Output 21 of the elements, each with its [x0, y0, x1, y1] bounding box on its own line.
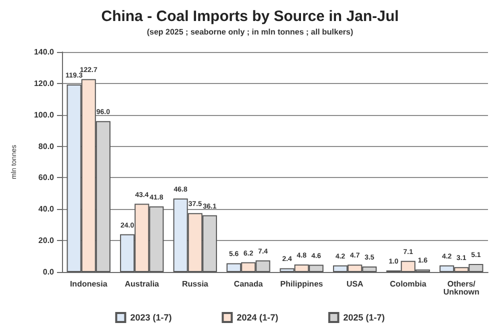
x-tick-label: Canada	[234, 280, 264, 288]
legend-label: 2024 (1-7)	[236, 312, 278, 322]
y-tick-label: 120.0	[34, 78, 55, 88]
x-tick-label: Russia	[182, 280, 209, 288]
chart-title: China - Coal Imports by Source in Jan-Jul	[101, 8, 399, 25]
y-tick-label: 40.0	[38, 204, 55, 214]
y-tick-label: 60.0	[38, 173, 55, 182]
legend-label: 2025 (1-7)	[343, 312, 385, 322]
x-tick-label: Philippines	[280, 280, 324, 288]
y-tick-label: 140.0	[34, 48, 55, 56]
x-tick-label: Colombia	[390, 280, 427, 288]
y-tick-label: 20.0	[38, 236, 55, 246]
x-tick-label: Others/ Unknown	[443, 280, 480, 296]
legend-label: 2023 (1-7)	[130, 312, 172, 322]
y-tick-label: 0.0	[42, 268, 55, 276]
chart-subtitle: (sep 2025 ; seaborne only ; in mln tonnes ; all bulkers)	[146, 28, 354, 36]
x-tick-label: USA	[346, 280, 364, 288]
y-tick-label: 100.0	[34, 110, 55, 120]
x-tick-label: Indonesia	[70, 280, 108, 288]
y-tick-label: 80.0	[38, 142, 55, 151]
x-tick-label: Australia	[124, 280, 160, 288]
